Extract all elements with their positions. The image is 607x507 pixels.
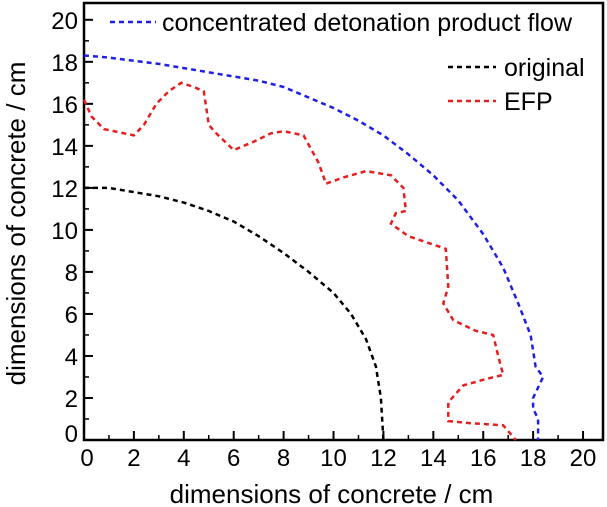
y-tick-label: 16 <box>51 92 78 119</box>
x-tick-label: 8 <box>277 445 290 472</box>
y-tick-label: 10 <box>51 218 78 245</box>
y-tick-label: 18 <box>51 50 78 77</box>
x-tick-label: 0 <box>80 445 93 472</box>
series-line-3 <box>82 81 517 441</box>
plot-border <box>82 1 605 442</box>
y-tick-label: 12 <box>51 176 78 203</box>
x-tick-label: 10 <box>320 445 347 472</box>
y-tick-label: 20 <box>51 8 78 35</box>
y-tick-label: 2 <box>65 386 78 413</box>
y-tick-label: 0 <box>65 421 78 448</box>
plot-frame <box>82 1 605 442</box>
x-tick-label: 2 <box>127 445 140 472</box>
x-tick-label: 14 <box>420 445 447 472</box>
x-tick-label: 12 <box>370 445 397 472</box>
y-tick-label: 4 <box>65 344 78 371</box>
x-tick-label: 6 <box>227 445 240 472</box>
legend-label-2: original <box>504 54 585 82</box>
x-tick-label: 16 <box>470 445 497 472</box>
y-tick-label: 8 <box>65 260 78 287</box>
ticks <box>83 18 585 441</box>
legend: concentrated detonation product flow orig… <box>110 9 585 116</box>
legend-label-3: EFP <box>504 88 553 116</box>
y-tick-label: 14 <box>51 134 78 161</box>
series-line-2 <box>84 186 385 441</box>
x-axis-label: dimensions of concrete / cm <box>170 479 494 507</box>
x-tick-label: 4 <box>177 445 190 472</box>
y-axis-label: dimensions of concrete / cm <box>1 62 31 386</box>
series-lines <box>82 54 545 441</box>
tick-labels: 0 2 4 6 8 10 12 14 16 18 20 0 2 4 6 8 10 12 14 16 18 20 <box>51 8 596 472</box>
x-tick-label: 18 <box>520 445 547 472</box>
y-tick-label: 6 <box>65 302 78 329</box>
x-tick-label: 20 <box>570 445 597 472</box>
legend-label-1: concentrated detonation product flow <box>162 9 573 37</box>
